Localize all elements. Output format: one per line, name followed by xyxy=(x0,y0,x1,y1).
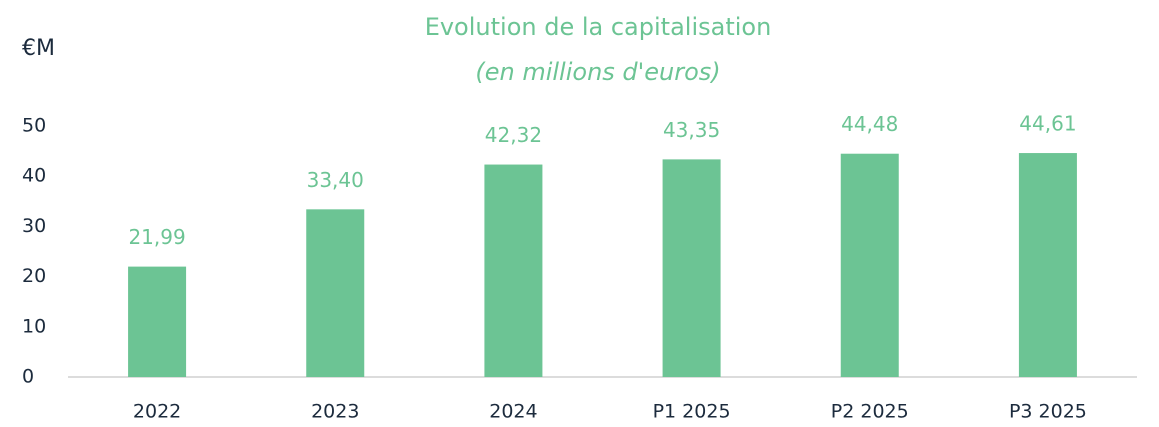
x-tick-label: P3 2025 xyxy=(1009,401,1087,423)
y-axis-label: €M xyxy=(22,36,55,61)
value-label: 43,35 xyxy=(663,118,720,142)
chart-title: Evolution de la capitalisation xyxy=(425,13,772,41)
value-label: 42,32 xyxy=(485,123,542,147)
bar xyxy=(306,209,365,377)
value-label: 21,99 xyxy=(128,225,185,249)
chart-subtitle: (en millions d'euros) xyxy=(475,58,720,86)
y-tick-label: 20 xyxy=(22,265,46,287)
value-label: 44,48 xyxy=(841,112,898,136)
y-tick-label: 0 xyxy=(22,366,34,388)
bar xyxy=(1018,153,1077,377)
bar xyxy=(484,164,543,377)
bar xyxy=(128,266,187,377)
y-tick-label: 30 xyxy=(22,215,46,237)
y-tick-label: 50 xyxy=(22,115,46,137)
x-tick-label: 2022 xyxy=(133,401,181,423)
bar xyxy=(840,153,899,377)
x-tick-label: 2024 xyxy=(489,401,537,423)
value-label: 44,61 xyxy=(1019,112,1076,136)
x-tick-label: P1 2025 xyxy=(653,401,731,423)
y-tick-label: 40 xyxy=(22,165,46,187)
y-tick-label: 10 xyxy=(22,315,46,337)
bar xyxy=(662,159,721,377)
value-label: 33,40 xyxy=(307,168,364,192)
x-tick-label: 2023 xyxy=(311,401,359,423)
x-tick-label: P2 2025 xyxy=(831,401,909,423)
